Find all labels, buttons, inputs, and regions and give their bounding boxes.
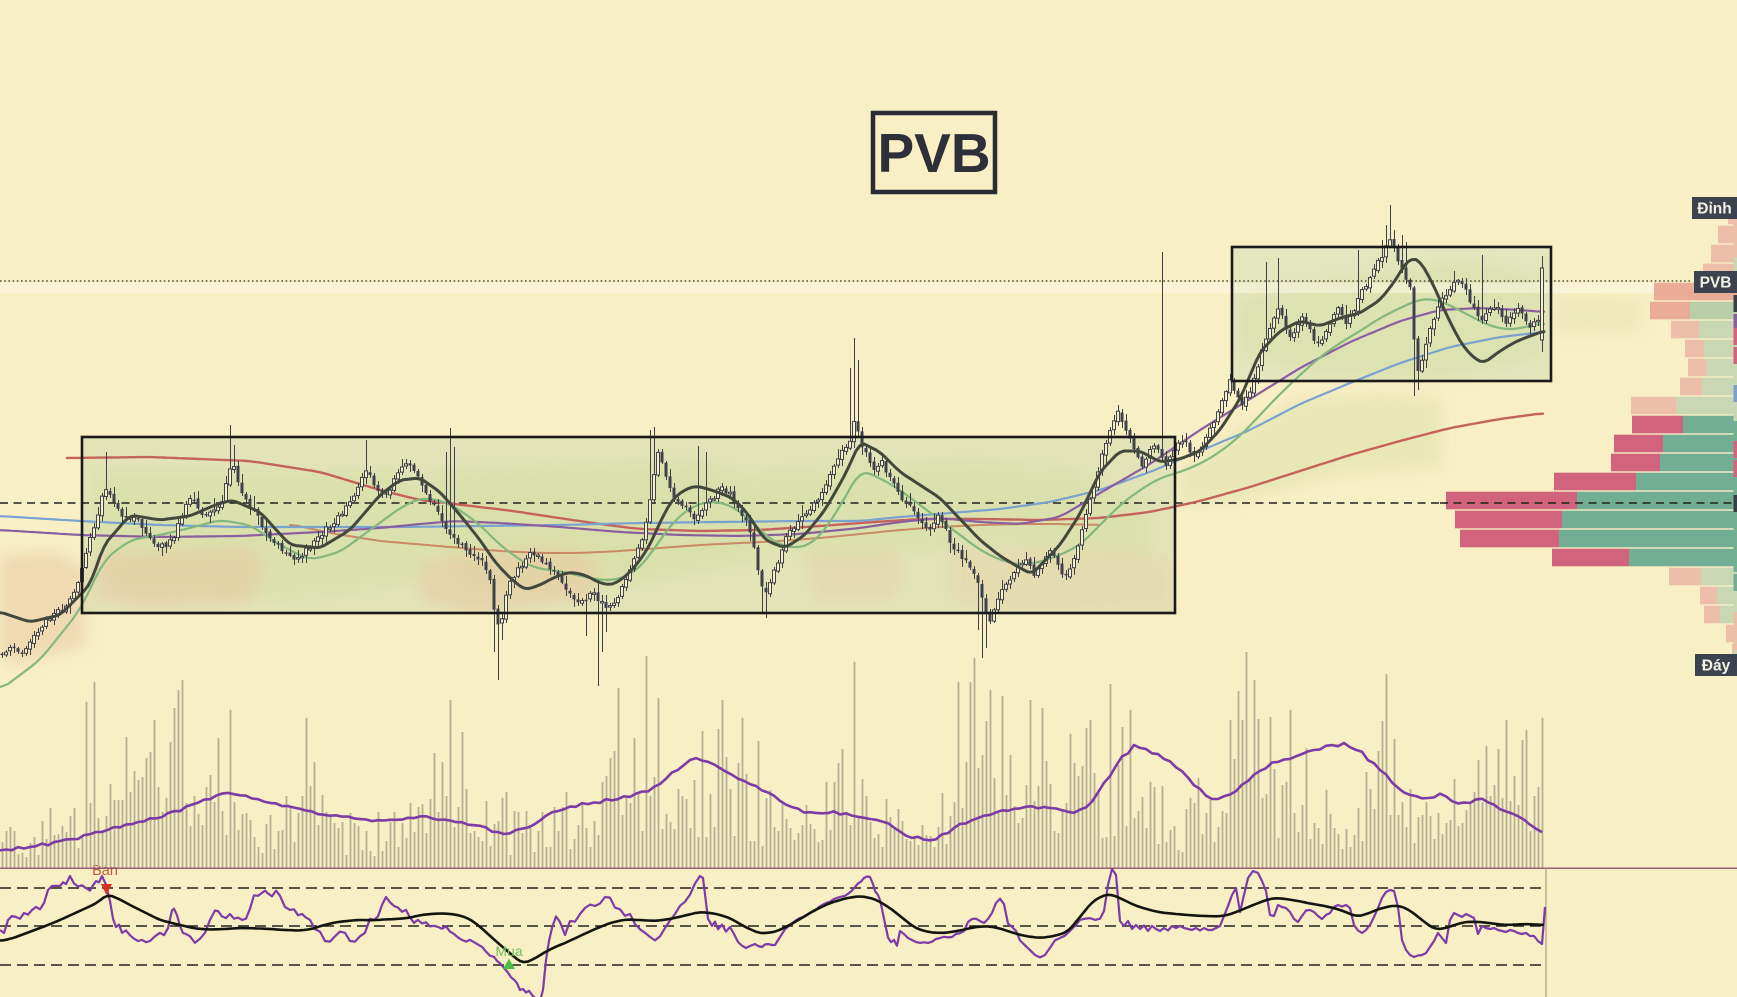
svg-text:Đáy: Đáy (1702, 658, 1731, 675)
svg-text:PVB: PVB (1700, 275, 1732, 292)
svg-text:PVB: PVB (877, 122, 990, 184)
svg-text:Mua: Mua (495, 943, 522, 959)
svg-text:Đỉnh: Đỉnh (1697, 201, 1731, 218)
